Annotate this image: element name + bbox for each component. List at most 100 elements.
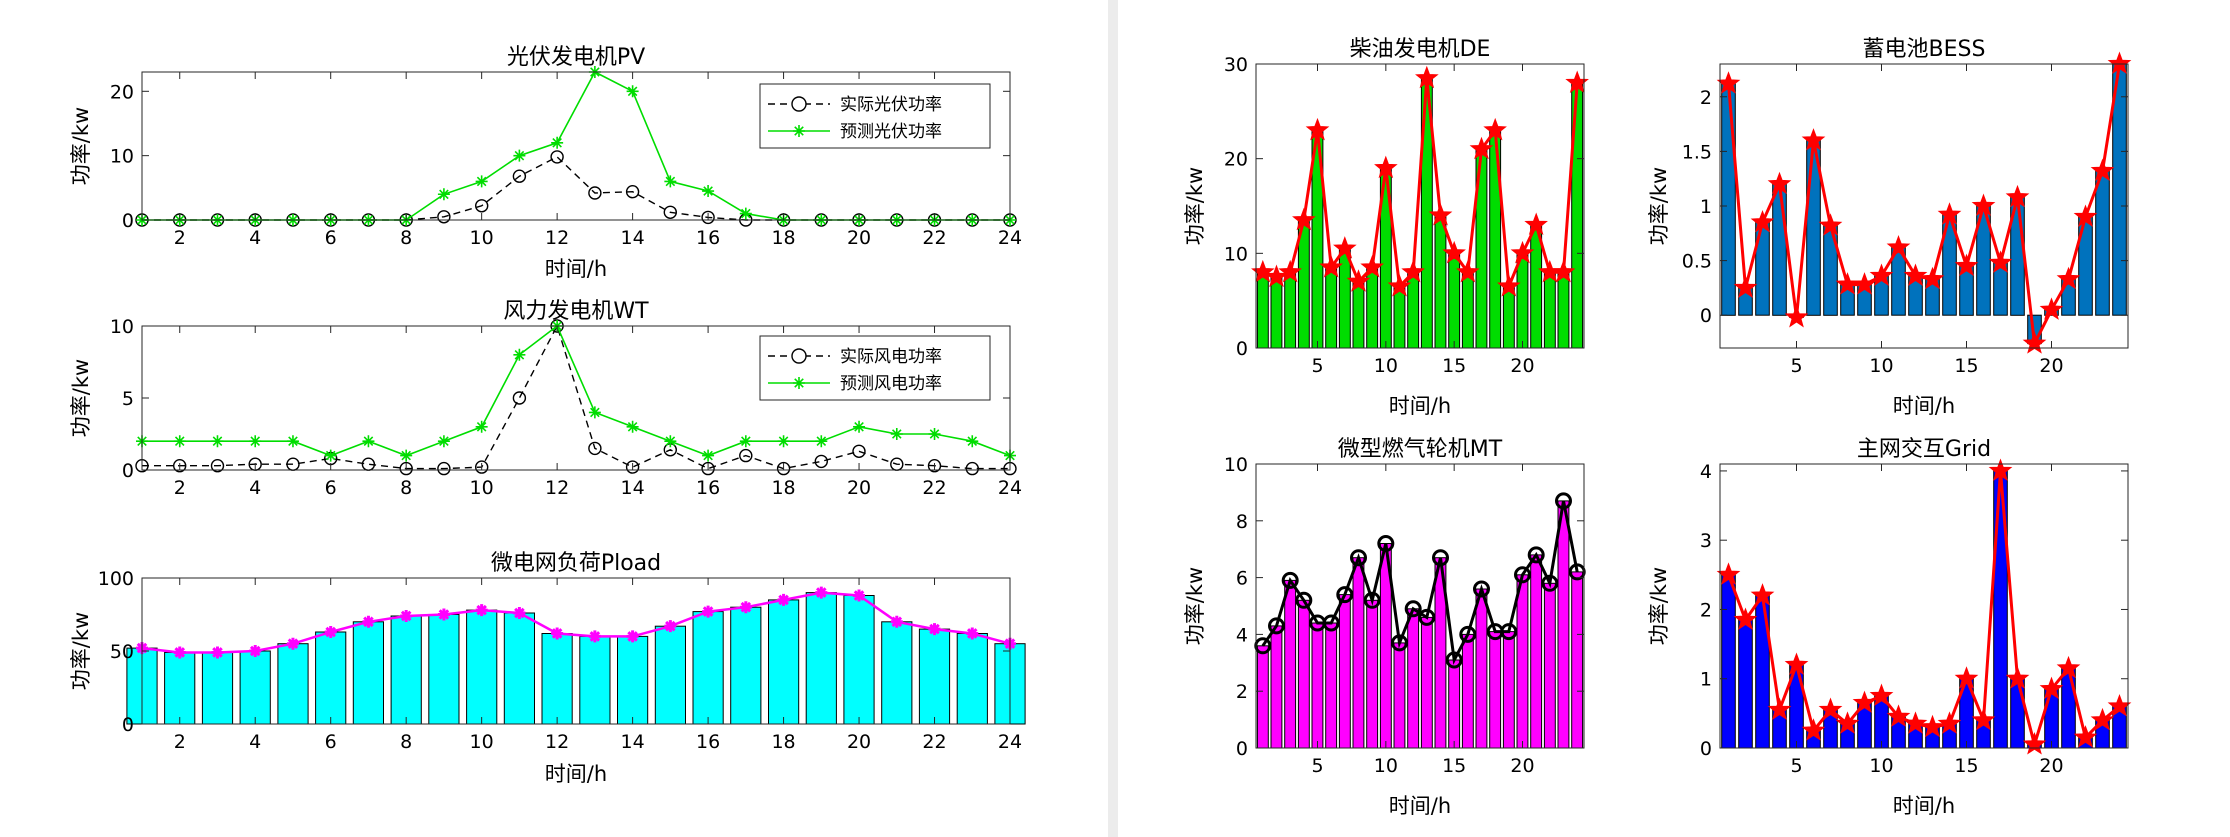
x-axis-label: 时间/h (545, 257, 607, 281)
x-tick-label: 16 (696, 731, 720, 753)
y-axis-label: 功率/kw (69, 107, 93, 185)
point (1401, 259, 1425, 283)
point (663, 205, 677, 220)
point (1937, 711, 1962, 734)
point (1336, 586, 1354, 604)
bar (1284, 271, 1297, 349)
bar (918, 628, 951, 725)
point (512, 169, 527, 183)
series-1 (1251, 65, 1589, 297)
bar (1489, 631, 1502, 749)
point (173, 435, 186, 448)
point (172, 459, 187, 473)
point (324, 449, 337, 462)
point (1527, 546, 1545, 564)
y-tick-label: 2 (1700, 87, 1712, 109)
bar (1461, 271, 1474, 349)
point (1305, 117, 1330, 141)
point (890, 428, 903, 440)
x-tick-label: 20 (2039, 755, 2063, 777)
point (1988, 250, 2013, 273)
bar (164, 652, 196, 725)
point (1750, 583, 1775, 606)
point (927, 459, 942, 473)
y-tick-label: 4 (1236, 624, 1248, 646)
y-axis-label: 功率/kw (1183, 167, 1207, 245)
point (400, 609, 413, 622)
bar (579, 635, 611, 725)
bar (1530, 554, 1543, 749)
point (2022, 331, 2047, 354)
point (1818, 697, 1843, 720)
point (1971, 193, 1996, 217)
point (702, 185, 715, 198)
axes-box (1255, 63, 1585, 349)
bar (315, 631, 347, 725)
x-tick-label: 22 (922, 477, 946, 499)
bar (1284, 579, 1297, 749)
chart-de: 柴油发电机DE 5 10 15 20 0 10 20 30 时间/h 功率/kw (1183, 37, 1589, 418)
point (362, 435, 375, 448)
series-0 (126, 592, 1026, 725)
bar (1325, 267, 1338, 349)
point (1428, 203, 1453, 226)
point (324, 626, 337, 639)
point (1251, 259, 1275, 283)
point (475, 199, 489, 213)
point (1971, 707, 1996, 731)
point (853, 420, 866, 433)
y-tick-label: 10 (110, 146, 134, 168)
point (437, 435, 450, 448)
y-tick-label: 2 (1700, 599, 1712, 621)
x-tick-label: 20 (847, 227, 871, 249)
bar (1270, 625, 1283, 749)
y-tick-label: 0.5 (1682, 251, 1712, 273)
chart-mt: 微型燃气轮机MT 5 10 15 20 0 2 4 6 8 10 时间/h 功率/kw (1183, 437, 1586, 818)
x-tick-label: 18 (771, 731, 795, 753)
point (1374, 155, 1398, 179)
point (400, 449, 413, 462)
point (928, 623, 941, 636)
bar (277, 643, 309, 725)
x-tick-label: 2 (174, 477, 186, 499)
point (1551, 259, 1576, 283)
point (588, 441, 602, 456)
y-tick-label: 20 (110, 81, 134, 103)
x-tick-label: 14 (621, 731, 645, 753)
point (1716, 71, 1741, 94)
bar (541, 633, 573, 725)
chart-bess: 蓄电池BESS 5 10 15 20 0 0.5 1 1.5 2 时间/h 功率/kw (1647, 37, 2132, 418)
y-tick-label: 20 (1224, 149, 1248, 171)
point (1835, 711, 1860, 734)
point (1497, 274, 1521, 297)
point (1346, 269, 1371, 292)
point (2039, 297, 2064, 320)
bar (1738, 619, 1753, 749)
point (1716, 562, 1741, 585)
point (965, 461, 979, 476)
y-axis-label: 功率/kw (69, 612, 93, 690)
x-tick-label: 6 (325, 477, 337, 499)
point (1818, 213, 1843, 236)
bar (1393, 642, 1406, 749)
bar (1311, 622, 1324, 749)
point (1920, 714, 1945, 738)
y-tick-label: 10 (110, 316, 134, 338)
bar (1297, 599, 1310, 749)
point (739, 601, 752, 614)
x-tick-label: 5 (1790, 755, 1802, 777)
point (1784, 652, 1809, 675)
point (702, 449, 715, 462)
bar (1393, 286, 1406, 349)
x-tick-label: 24 (998, 477, 1022, 499)
bar (1325, 622, 1338, 749)
bar (1502, 631, 1515, 749)
x-tick-label: 12 (545, 227, 569, 249)
chart-title: 光伏发电机PV (507, 45, 645, 70)
bar (2010, 678, 2025, 749)
point (777, 435, 790, 448)
x-tick-label: 8 (400, 227, 412, 249)
legend-marker (791, 348, 807, 364)
